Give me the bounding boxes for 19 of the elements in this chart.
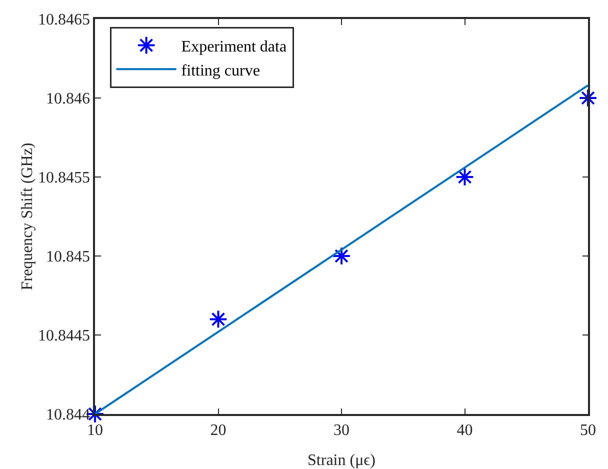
point bbox=[578, 88, 598, 108]
x-tick-label: 50 bbox=[580, 422, 596, 439]
y-tick-label: 10.846 bbox=[46, 90, 90, 108]
x-tick-label: 10 bbox=[87, 422, 103, 439]
point bbox=[455, 168, 474, 186]
y-axis-title: Frequency Shift (GHz) bbox=[19, 142, 36, 290]
x-tick-label: 30 bbox=[334, 422, 350, 439]
y-tick-label: 10.845 bbox=[46, 248, 90, 266]
point bbox=[208, 310, 228, 329]
y-tick-label: 10.8455 bbox=[38, 170, 90, 187]
x-axis-title: Strain (μϵ) bbox=[308, 452, 376, 469]
y-tick-label: 10.8465 bbox=[38, 12, 90, 29]
legend-label: Experiment data bbox=[181, 38, 287, 56]
y-tick-label: 10.8445 bbox=[38, 328, 90, 345]
x-tick-label: 20 bbox=[210, 422, 226, 439]
x-tick-label: 40 bbox=[456, 422, 473, 439]
point bbox=[332, 246, 351, 266]
y-tick-label: 10.844 bbox=[46, 406, 90, 424]
legend-label: fitting curve bbox=[181, 62, 260, 80]
